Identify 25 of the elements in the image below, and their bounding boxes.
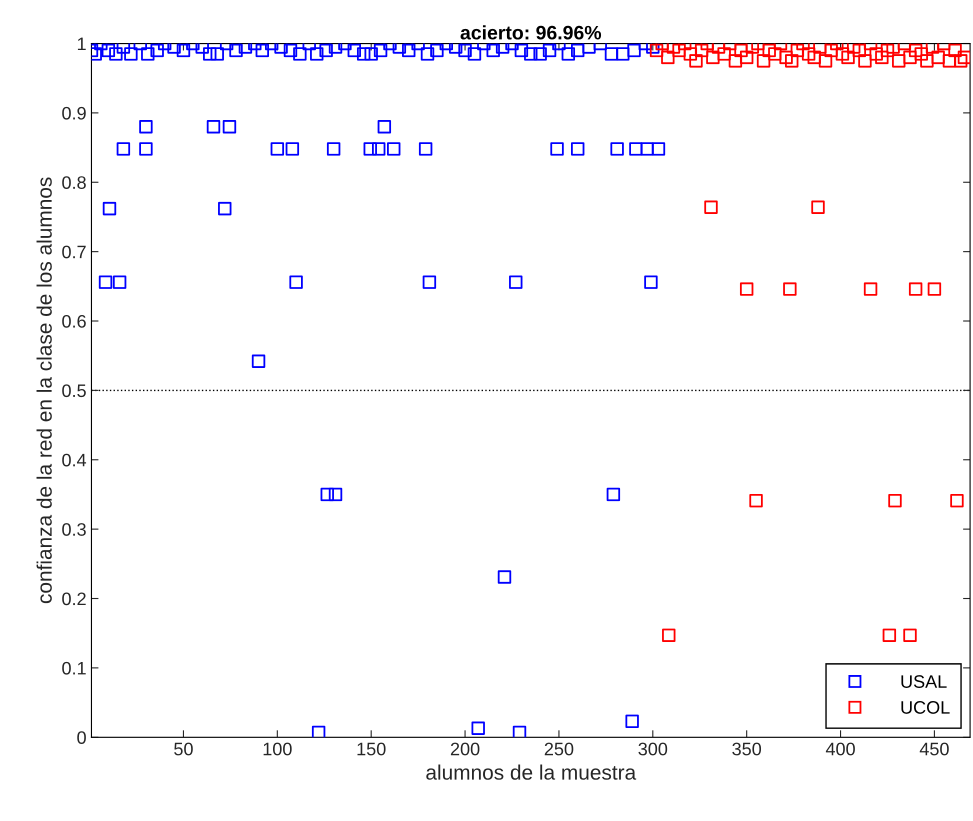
y-tick-label: 0.8 xyxy=(62,176,86,189)
y-tick-label: 0.3 xyxy=(62,523,86,536)
y-tick-label: 0.5 xyxy=(62,384,86,398)
x-tick-label: 100 xyxy=(264,742,292,756)
y-tick-label: 0 xyxy=(77,731,86,744)
y-tick-label: 1 xyxy=(78,38,86,50)
x-axis-title: alumnos de la muestra xyxy=(426,764,636,780)
x-tick-label: 50 xyxy=(174,742,193,756)
x-tick-label: 200 xyxy=(450,742,480,756)
x-tick-label: 350 xyxy=(732,742,762,756)
y-axis-title: confianza de la red en la clase de los alumnos xyxy=(36,177,52,604)
y-tick-label: 0.6 xyxy=(62,314,86,328)
y-tick-label: 0.9 xyxy=(62,106,86,120)
y-tick-label: 0.7 xyxy=(62,246,86,258)
x-tick-label: 400 xyxy=(826,742,855,756)
x-tick-label: 450 xyxy=(920,742,949,756)
y-tick-label: 0.2 xyxy=(62,592,86,606)
x-tick-label: 300 xyxy=(638,742,668,756)
y-tick-label: 0.4 xyxy=(62,454,86,466)
legend-label: UCOL xyxy=(901,701,950,714)
legend-label: USAL xyxy=(901,675,947,688)
y-tick-label: 0.1 xyxy=(62,662,86,675)
chart-title: acierto: 96.96% xyxy=(460,25,602,40)
x-tick-label: 250 xyxy=(544,742,574,756)
x-tick-label: 150 xyxy=(358,742,386,756)
